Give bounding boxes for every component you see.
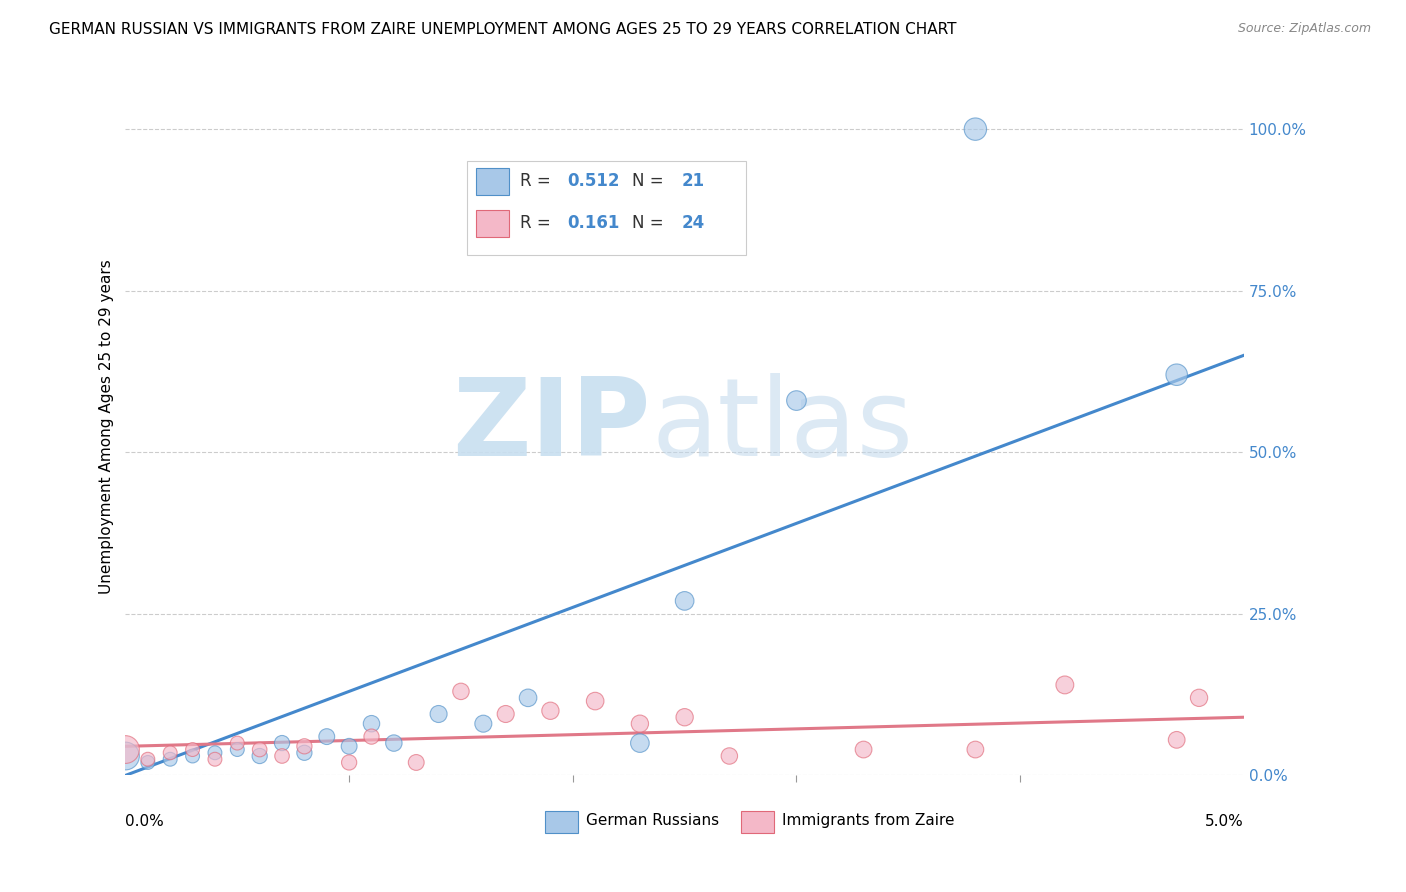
Point: [360, 716, 382, 731]
Point: [114, 742, 136, 756]
Point: [337, 739, 360, 754]
Point: [271, 736, 294, 750]
Point: [1053, 678, 1076, 692]
Point: [159, 752, 181, 766]
Point: [337, 756, 360, 770]
FancyBboxPatch shape: [475, 169, 509, 194]
Text: 0.0%: 0.0%: [125, 814, 165, 829]
Point: [538, 704, 561, 718]
Point: [965, 122, 987, 136]
Text: N =: N =: [633, 213, 669, 232]
Point: [294, 739, 316, 754]
Point: [628, 716, 651, 731]
Point: [785, 393, 807, 408]
Point: [181, 749, 204, 764]
Text: R =: R =: [520, 172, 557, 190]
Point: [204, 752, 226, 766]
Point: [315, 730, 337, 744]
Point: [382, 736, 405, 750]
Point: [472, 716, 495, 731]
Point: [852, 742, 875, 756]
Text: 0.161: 0.161: [567, 213, 620, 232]
FancyBboxPatch shape: [467, 161, 747, 255]
Point: [204, 746, 226, 760]
FancyBboxPatch shape: [546, 811, 578, 833]
Point: [1166, 732, 1188, 747]
Point: [249, 749, 271, 764]
Point: [226, 742, 249, 756]
Text: ZIP: ZIP: [453, 374, 651, 479]
Point: [1166, 368, 1188, 382]
Point: [136, 756, 159, 770]
FancyBboxPatch shape: [741, 811, 775, 833]
Text: 0.512: 0.512: [567, 172, 620, 190]
Point: [360, 730, 382, 744]
Point: [405, 756, 427, 770]
Text: German Russians: German Russians: [586, 814, 720, 829]
Point: [181, 742, 204, 756]
Point: [495, 706, 517, 721]
Point: [114, 749, 136, 764]
Text: R =: R =: [520, 213, 557, 232]
Text: Immigrants from Zaire: Immigrants from Zaire: [782, 814, 955, 829]
Point: [718, 749, 741, 764]
Point: [583, 694, 606, 708]
Point: [450, 684, 472, 698]
Text: Source: ZipAtlas.com: Source: ZipAtlas.com: [1237, 22, 1371, 36]
Point: [965, 742, 987, 756]
Y-axis label: Unemployment Among Ages 25 to 29 years: Unemployment Among Ages 25 to 29 years: [100, 259, 114, 594]
Point: [249, 742, 271, 756]
Point: [628, 736, 651, 750]
Point: [294, 746, 316, 760]
Point: [517, 690, 540, 705]
Text: 21: 21: [682, 172, 704, 190]
Point: [427, 706, 450, 721]
Point: [226, 736, 249, 750]
Text: 5.0%: 5.0%: [1205, 814, 1244, 829]
Point: [159, 746, 181, 760]
Point: [1188, 690, 1211, 705]
FancyBboxPatch shape: [475, 210, 509, 236]
Text: GERMAN RUSSIAN VS IMMIGRANTS FROM ZAIRE UNEMPLOYMENT AMONG AGES 25 TO 29 YEARS C: GERMAN RUSSIAN VS IMMIGRANTS FROM ZAIRE …: [49, 22, 956, 37]
Text: 24: 24: [682, 213, 704, 232]
Point: [271, 749, 294, 764]
Point: [136, 752, 159, 766]
Text: atlas: atlas: [651, 374, 912, 479]
Point: [673, 710, 696, 724]
Text: N =: N =: [633, 172, 669, 190]
Point: [673, 594, 696, 608]
